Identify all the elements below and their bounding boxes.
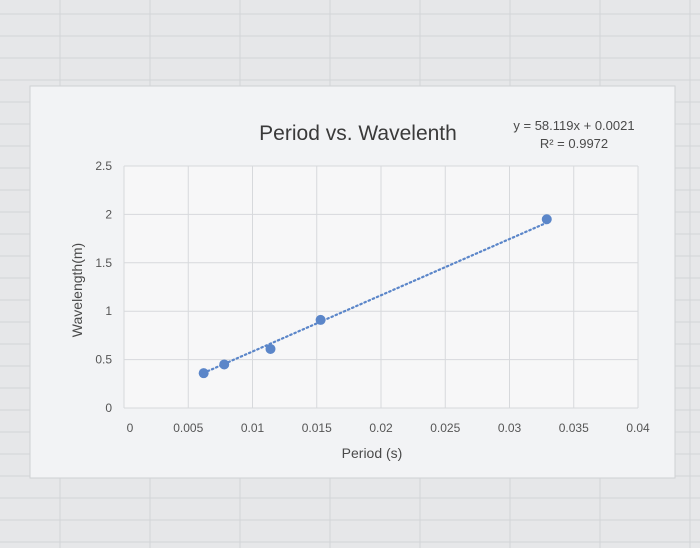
x-tick-label: 0.025 bbox=[430, 421, 460, 435]
y-tick-label: 0.5 bbox=[95, 353, 112, 367]
x-axis-title: Period (s) bbox=[342, 445, 403, 461]
x-tick-label: 0.02 bbox=[369, 421, 393, 435]
data-point bbox=[315, 314, 326, 325]
y-tick-label: 0 bbox=[105, 401, 112, 415]
chart-title: Period vs. Wavelenth bbox=[259, 122, 457, 145]
y-tick-label: 1 bbox=[105, 304, 112, 318]
x-tick-label: 0.04 bbox=[626, 421, 650, 435]
trendline-equation: y = 58.119x + 0.0021 bbox=[513, 118, 634, 133]
x-tick-label: 0.035 bbox=[559, 421, 589, 435]
y-tick-label: 2 bbox=[105, 207, 112, 221]
y-tick-labels: 0 0.5 1 1.5 2 2.5 bbox=[95, 159, 112, 415]
x-tick-labels: 0 0.005 0.01 0.015 0.02 0.025 0.03 0.035 0.04 bbox=[127, 421, 650, 435]
trendline-r-squared: R² = 0.9972 bbox=[540, 136, 608, 151]
data-point bbox=[541, 214, 552, 225]
data-point bbox=[265, 343, 276, 354]
data-point bbox=[219, 359, 230, 370]
x-tick-label: 0.005 bbox=[173, 421, 203, 435]
y-axis-title: Wavelength(m) bbox=[69, 243, 85, 337]
x-tick-label: 0.03 bbox=[498, 421, 522, 435]
x-tick-label: 0.015 bbox=[302, 421, 332, 435]
x-tick-label: 0 bbox=[127, 421, 134, 435]
trendline bbox=[202, 221, 548, 375]
y-tick-label: 2.5 bbox=[95, 159, 112, 173]
y-tick-label: 1.5 bbox=[95, 256, 112, 270]
trendline-path bbox=[202, 221, 548, 375]
data-points bbox=[198, 214, 552, 379]
x-tick-label: 0.01 bbox=[241, 421, 265, 435]
plot-gridlines bbox=[123, 165, 639, 409]
data-point bbox=[198, 368, 209, 379]
